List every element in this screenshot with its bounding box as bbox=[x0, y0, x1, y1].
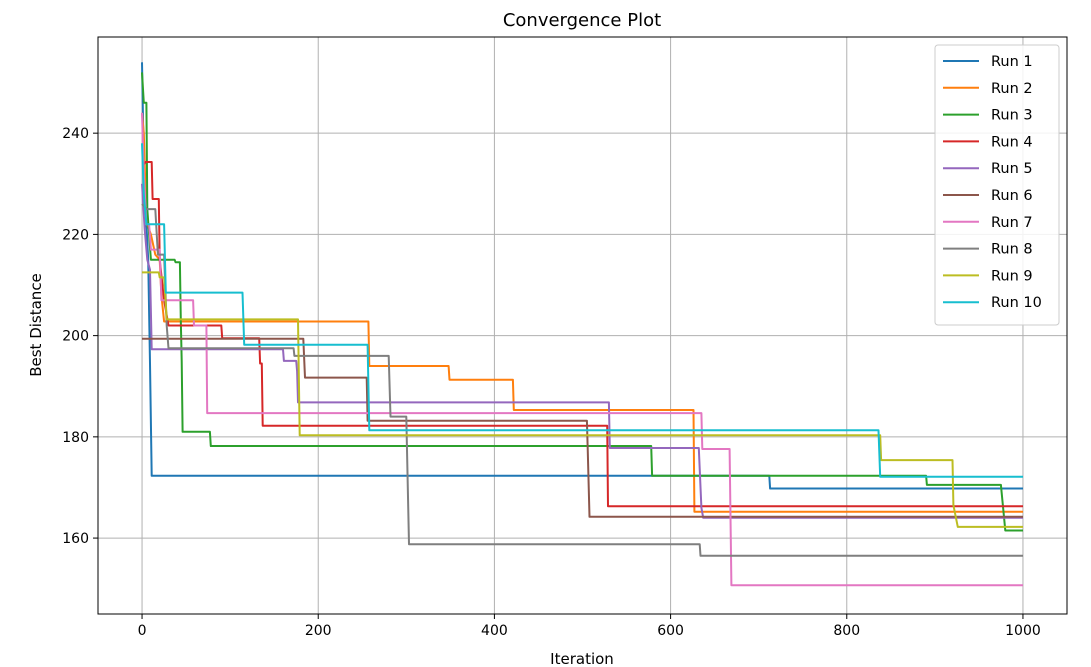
legend-label: Run 9 bbox=[991, 268, 1033, 284]
x-axis-label: Iteration bbox=[550, 650, 614, 667]
legend-label: Run 5 bbox=[991, 161, 1033, 177]
series-line-run-5 bbox=[141, 183, 1023, 519]
legend-label: Run 4 bbox=[991, 134, 1033, 150]
x-tick-label: 0 bbox=[138, 623, 147, 639]
legend-label: Run 2 bbox=[991, 81, 1033, 97]
x-tick-label: 600 bbox=[657, 623, 684, 639]
legend-label: Run 3 bbox=[991, 108, 1033, 124]
series-lines bbox=[141, 62, 1023, 587]
y-tick-label: 220 bbox=[62, 227, 89, 243]
y-tick-label: 200 bbox=[62, 329, 89, 345]
x-tick-label: 200 bbox=[305, 623, 332, 639]
x-tick-label: 400 bbox=[481, 623, 508, 639]
plot-frame bbox=[97, 36, 1068, 615]
series-line-run-10 bbox=[141, 143, 1023, 478]
legend-label: Run 10 bbox=[991, 295, 1042, 311]
legend-label: Run 7 bbox=[991, 215, 1033, 231]
series-line-run-8 bbox=[141, 203, 1023, 557]
legend-label: Run 8 bbox=[991, 242, 1033, 258]
axis-ticks: 0 200 400 600 800 1000 160 180 200 220 240 bbox=[62, 126, 1041, 639]
series-line-run-6 bbox=[142, 337, 1023, 518]
x-tick-label: 1000 bbox=[1005, 623, 1041, 639]
legend: Run 1 Run 2 Run 3 Run 4 Run 5 Run 6 Run 7 Run 8… bbox=[934, 44, 1060, 326]
y-tick-label: 240 bbox=[62, 126, 89, 142]
y-tick-label: 160 bbox=[62, 531, 89, 547]
x-tick-label: 800 bbox=[833, 623, 860, 639]
legend-label: Run 1 bbox=[991, 54, 1033, 70]
y-tick-label: 180 bbox=[62, 430, 89, 446]
series-line-run-9 bbox=[142, 271, 1023, 528]
chart-title: Convergence Plot bbox=[503, 10, 661, 31]
legend-label: Run 6 bbox=[991, 188, 1033, 204]
y-axis-label: Best Distance bbox=[27, 273, 45, 377]
